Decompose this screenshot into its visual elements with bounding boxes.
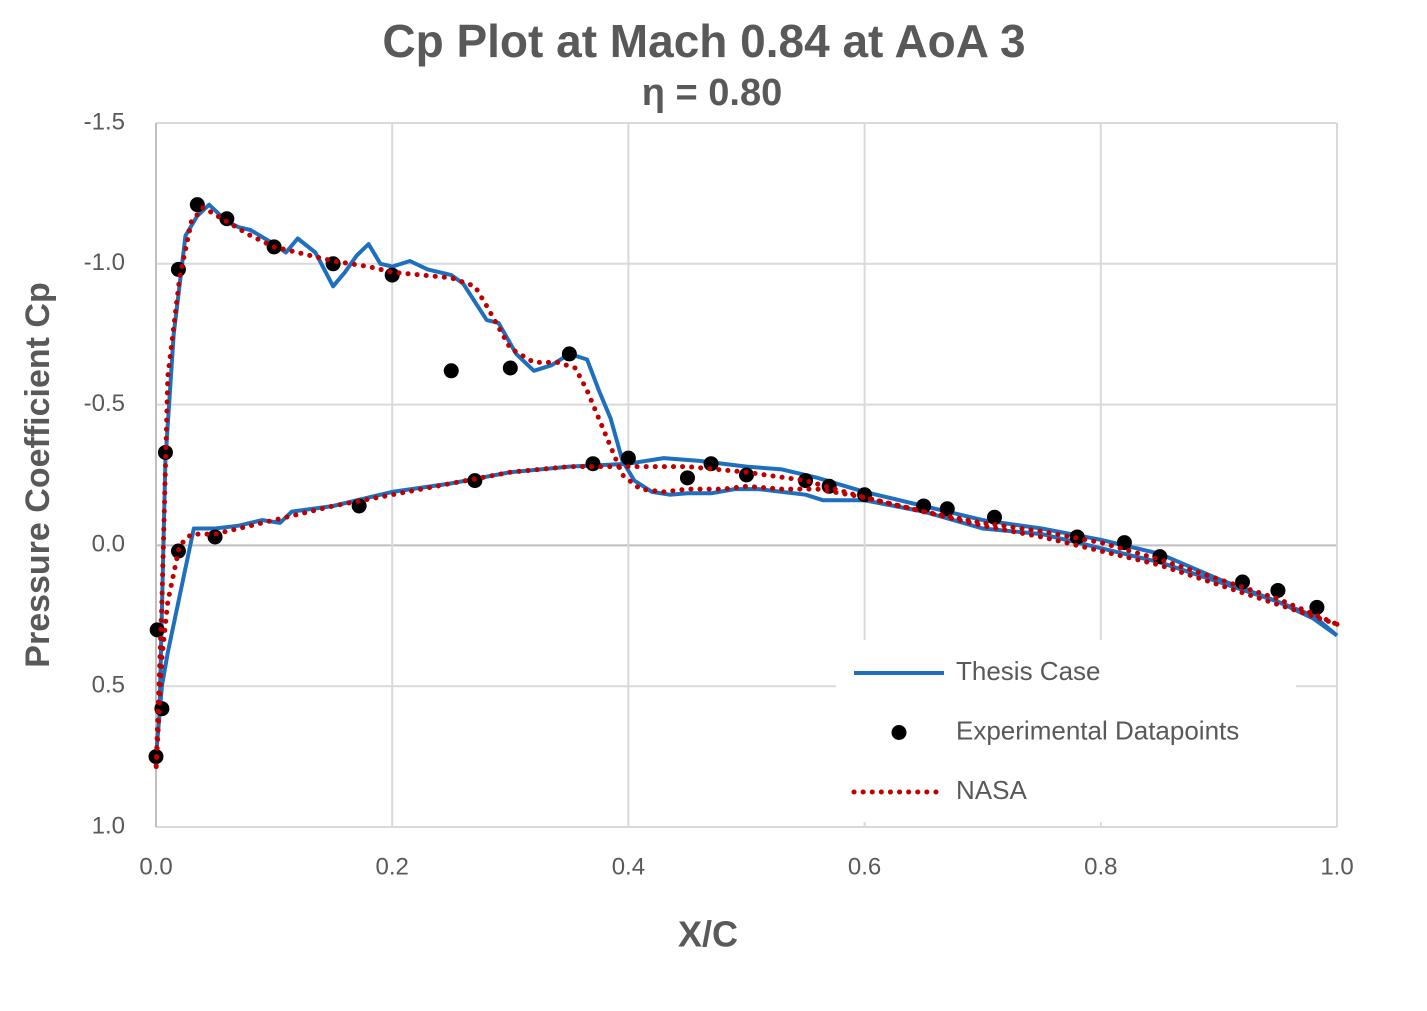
x-tick-label: 1.0 xyxy=(1320,853,1353,880)
data-point xyxy=(798,473,814,489)
data-point xyxy=(739,467,754,483)
data-point xyxy=(939,501,955,517)
data-point xyxy=(1309,599,1325,615)
data-point xyxy=(219,211,235,227)
data-point xyxy=(916,498,932,514)
y-tick-label: -1.0 xyxy=(84,249,125,276)
data-point xyxy=(1270,582,1286,598)
legend-label: Experimental Datapoints xyxy=(956,715,1239,745)
data-point xyxy=(207,529,223,545)
legend-box xyxy=(836,640,1296,822)
legend-label: NASA xyxy=(956,775,1027,805)
data-point xyxy=(157,444,173,460)
data-point xyxy=(561,346,577,362)
y-tick-label: 0.0 xyxy=(92,531,125,558)
x-tick-label: 0.2 xyxy=(376,853,409,880)
series-line xyxy=(153,205,1340,774)
data-point xyxy=(1235,574,1251,590)
x-tick-label: 0.6 xyxy=(848,853,881,880)
data-point xyxy=(703,456,719,472)
x-axis-label: X/C xyxy=(678,914,738,955)
legend: Thesis Case Experimental Datapoints NASA xyxy=(836,640,1296,822)
data-point xyxy=(620,450,636,466)
data-point xyxy=(585,456,601,472)
chart-subtitle: η = 0.80 xyxy=(642,72,782,114)
data-point xyxy=(351,498,367,514)
y-axis-label: Pressure Coefficient Cp xyxy=(19,282,57,667)
y-tick-label: 1.0 xyxy=(92,812,125,839)
data-point xyxy=(443,363,459,379)
x-tick-label: 0.4 xyxy=(612,853,645,880)
legend-swatch xyxy=(891,725,907,740)
data-point xyxy=(502,360,518,376)
series-line xyxy=(154,202,1339,759)
data-point xyxy=(149,622,165,638)
y-tick-label: -0.5 xyxy=(84,390,125,417)
y-tick-label: 0.5 xyxy=(92,672,125,699)
x-tick-label: 0.0 xyxy=(139,853,172,880)
data-point xyxy=(987,509,1003,525)
data-point xyxy=(384,267,400,283)
legend-label: Thesis Case xyxy=(956,656,1101,686)
data-point xyxy=(679,470,695,486)
chart-title: Cp Plot at Mach 0.84 at AoA 3 xyxy=(382,15,1025,67)
x-tick-label: 0.8 xyxy=(1084,853,1117,880)
y-tick-label: -1.5 xyxy=(84,108,125,135)
